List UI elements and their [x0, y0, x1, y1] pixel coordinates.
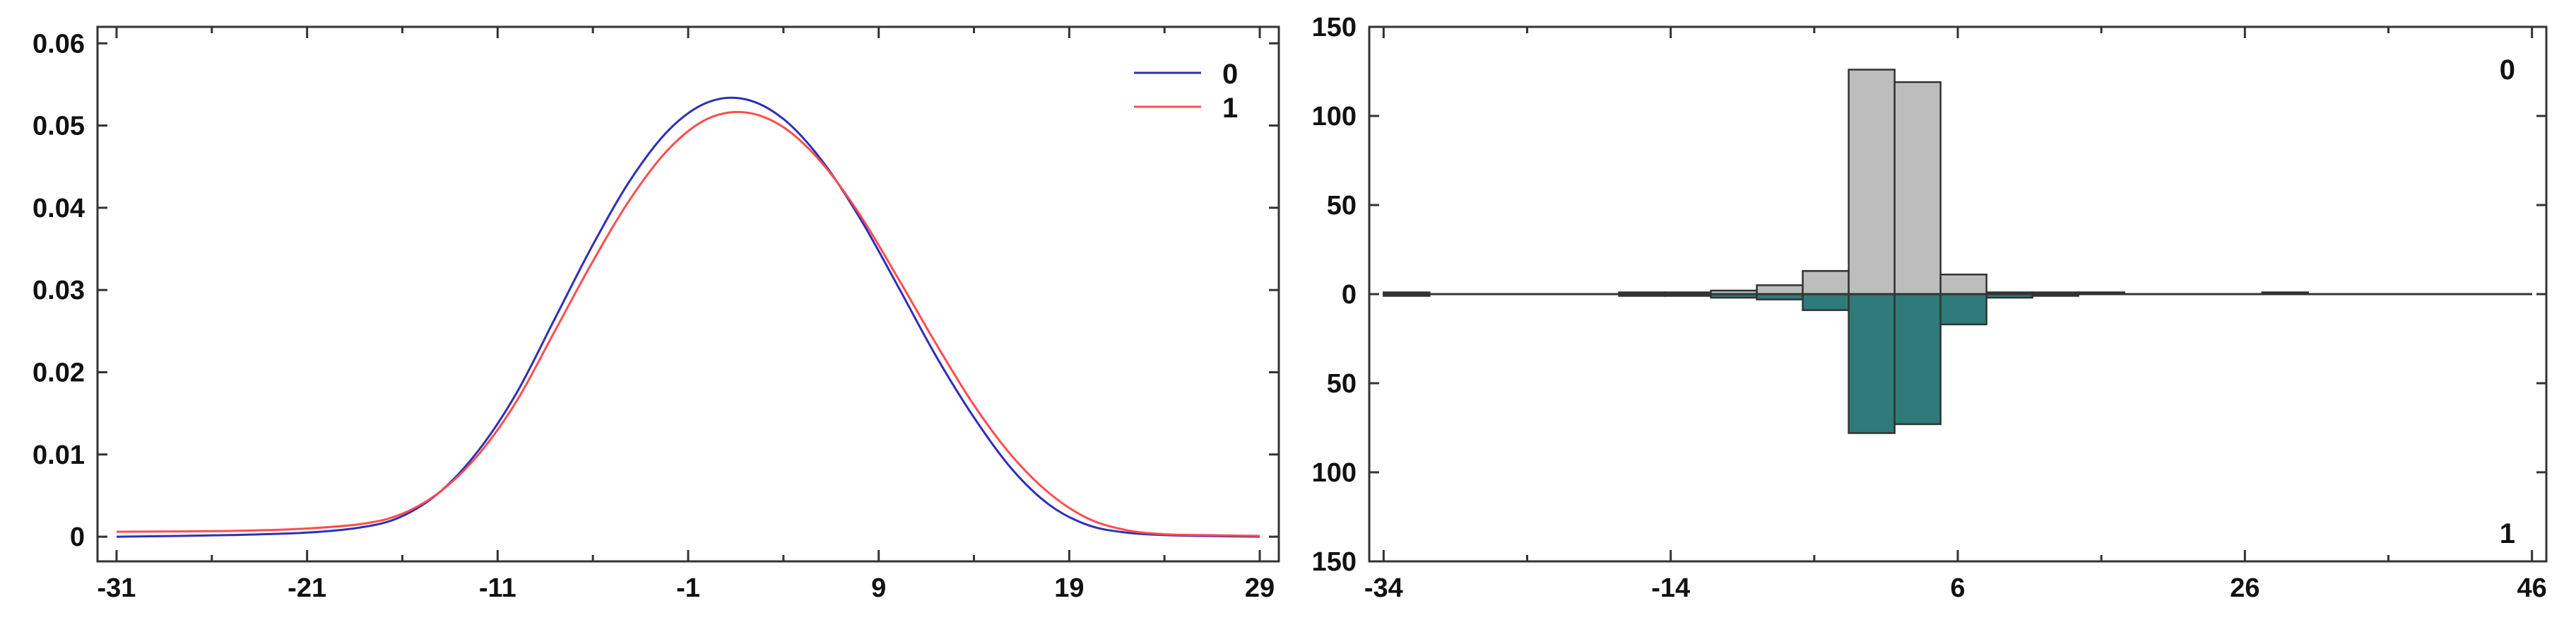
y-tick-label: 0.01	[33, 440, 85, 470]
x-tick-label: -21	[288, 573, 326, 603]
y-tick-label: 150	[1312, 547, 1357, 577]
x-tick-label: -14	[1651, 573, 1690, 603]
y-tick-label: 0.06	[33, 29, 85, 59]
histogram-bar-1	[1802, 293, 1850, 311]
histogram-x-axis: -34 -14 6 26 46	[1364, 27, 2547, 603]
y-tick-label: 150	[1312, 13, 1357, 42]
histogram-bar-1	[1848, 293, 1896, 434]
density-line-series-1	[116, 110, 1260, 537]
y-tick-label: 0.02	[33, 358, 85, 387]
histogram-bar-1	[1939, 293, 1987, 326]
y-tick-label: 0.04	[33, 194, 85, 223]
y-tick-label: 50	[1327, 369, 1357, 399]
histogram-bar-0	[1939, 274, 1987, 296]
legend-label-0: 0	[1222, 59, 1238, 90]
x-tick-label: 6	[1950, 573, 1965, 603]
histogram-bar-1	[1893, 293, 1942, 426]
histogram-y-axis: 150 100 50 0 50 100 150	[1312, 13, 2546, 577]
histogram-bottom-label: 1	[2500, 518, 2515, 549]
histogram-bars	[1383, 69, 2309, 434]
x-tick-label: -34	[1364, 573, 1403, 603]
x-tick-label: 19	[1054, 573, 1084, 603]
x-tick-label: 9	[871, 573, 886, 603]
y-tick-label: 0.05	[33, 112, 85, 141]
density-line-series-0	[116, 96, 1260, 538]
histogram-chart: 150 100 50 0 50 100 150 -34 -14 6 26 46 0 1	[1312, 13, 2548, 603]
y-tick-label: 0	[1342, 280, 1357, 310]
density-plot-frame	[96, 25, 1280, 563]
x-tick-label: -1	[676, 573, 700, 603]
x-tick-label: 46	[2517, 573, 2547, 603]
density-y-axis: 0 0.01 0.02 0.03 0.04 0.05 0.06	[33, 29, 1279, 552]
x-tick-label: 29	[1245, 573, 1275, 603]
x-tick-label: 26	[2230, 573, 2259, 603]
y-tick-label: 50	[1327, 191, 1357, 221]
histogram-bar-0	[1756, 284, 1804, 296]
density-x-axis: -31 -21 -11 -1 9 19 29	[98, 27, 1275, 603]
density-chart: 0 0.01 0.02 0.03 0.04 0.05 0.06 -31 -21 -11 -1 9 19…	[33, 25, 1280, 603]
y-tick-label: 100	[1312, 102, 1357, 132]
histogram-bar-0	[1848, 69, 1896, 296]
histogram-top-label: 0	[2500, 54, 2515, 86]
x-tick-label: -31	[98, 573, 136, 603]
y-tick-label: 0	[70, 522, 85, 552]
y-tick-label: 0.03	[33, 276, 85, 305]
legend-label-1: 1	[1222, 93, 1238, 124]
histogram-bar-0	[1802, 269, 1850, 296]
y-tick-label: 100	[1312, 458, 1357, 488]
density-legend: 0 1	[1134, 59, 1238, 124]
histogram-bar-0	[1893, 81, 1942, 296]
x-tick-label: -11	[479, 573, 516, 603]
density-series	[116, 96, 1260, 538]
